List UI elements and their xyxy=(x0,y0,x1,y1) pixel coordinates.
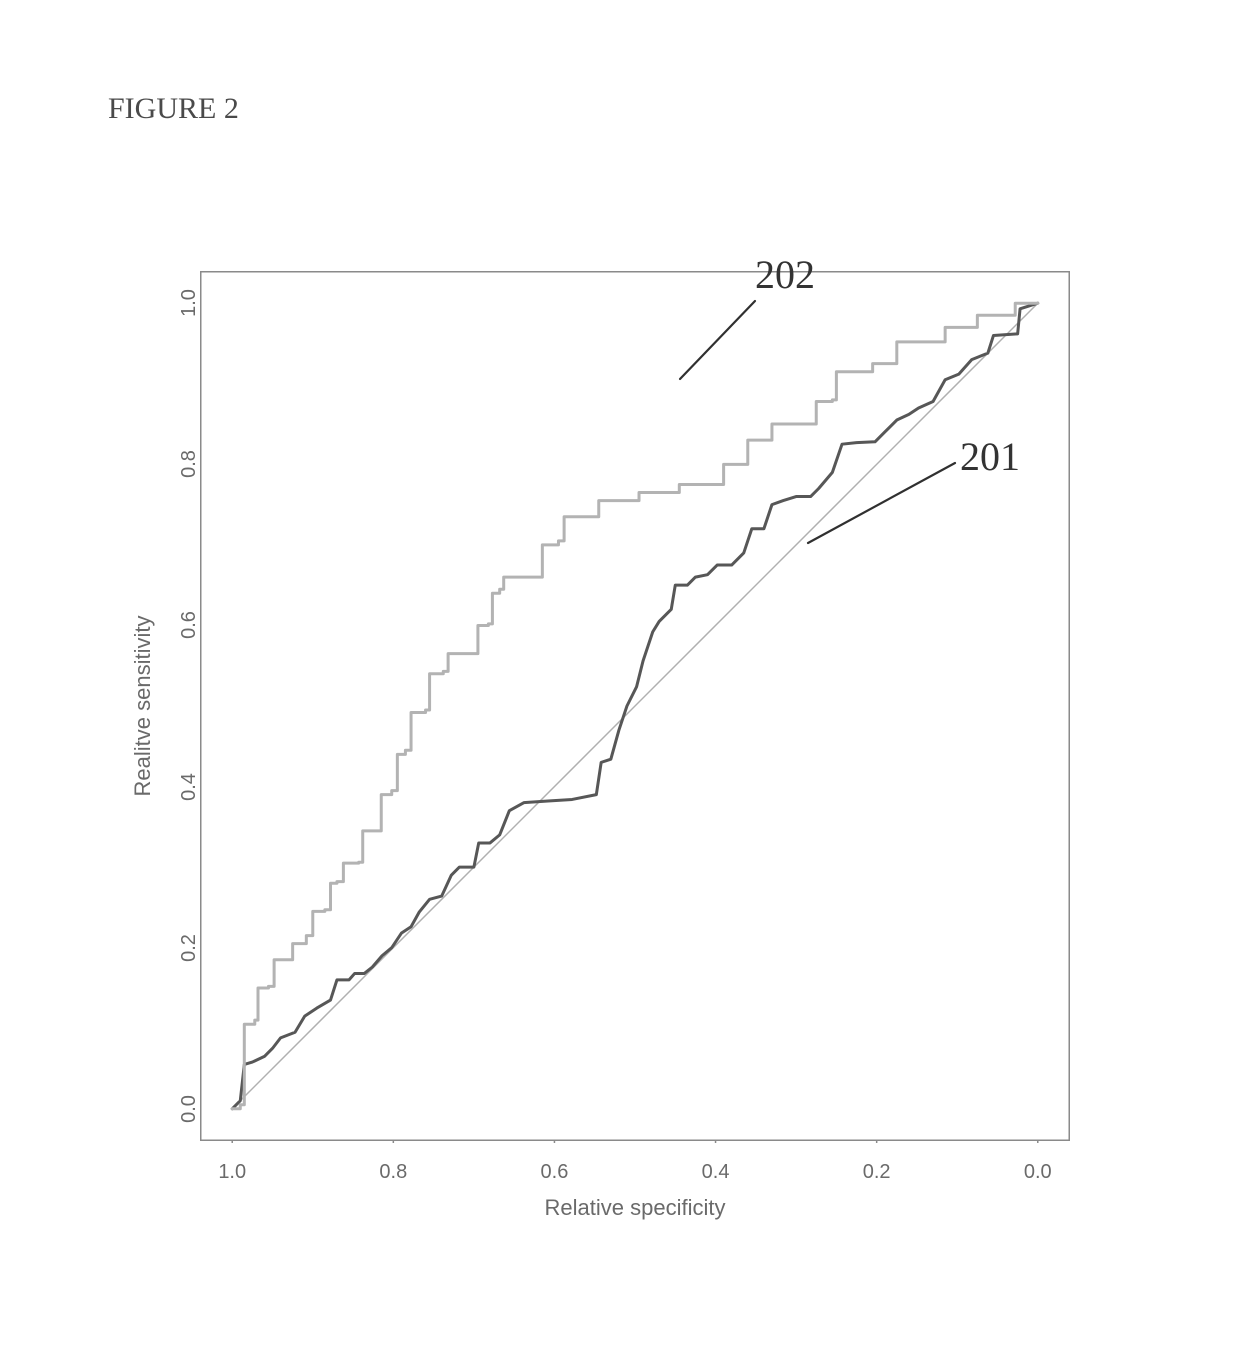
y-tick-label: 0.6 xyxy=(178,612,201,640)
x-tick-label: 0.6 xyxy=(541,1161,569,1184)
y-tick-label: 0.2 xyxy=(178,934,201,962)
x-tick-label: 0.8 xyxy=(379,1161,407,1184)
y-tick-label: 1.0 xyxy=(178,289,201,317)
x-tick-label: 0.4 xyxy=(702,1161,730,1184)
annotation-202: 202 xyxy=(755,251,815,298)
y-axis-label: Realitve sensitivity xyxy=(130,271,156,1141)
annotation-201: 201 xyxy=(960,433,1020,480)
y-tick-label: 0.8 xyxy=(178,450,201,478)
x-tick-label: 0.0 xyxy=(1024,1161,1052,1184)
roc-chart: Relative specificity Realitve sensitivit… xyxy=(200,271,1070,1141)
x-axis-label: Relative specificity xyxy=(200,1195,1070,1221)
chart-svg xyxy=(200,231,1072,1143)
y-tick-label: 0.4 xyxy=(178,773,201,801)
x-tick-label: 0.2 xyxy=(863,1161,891,1184)
page: FIGURE 2 Relative specificity Realitve s… xyxy=(0,0,1240,1371)
y-tick-label: 0.0 xyxy=(178,1095,201,1123)
figure-title: FIGURE 2 xyxy=(108,92,239,126)
x-tick-label: 1.0 xyxy=(218,1161,246,1184)
